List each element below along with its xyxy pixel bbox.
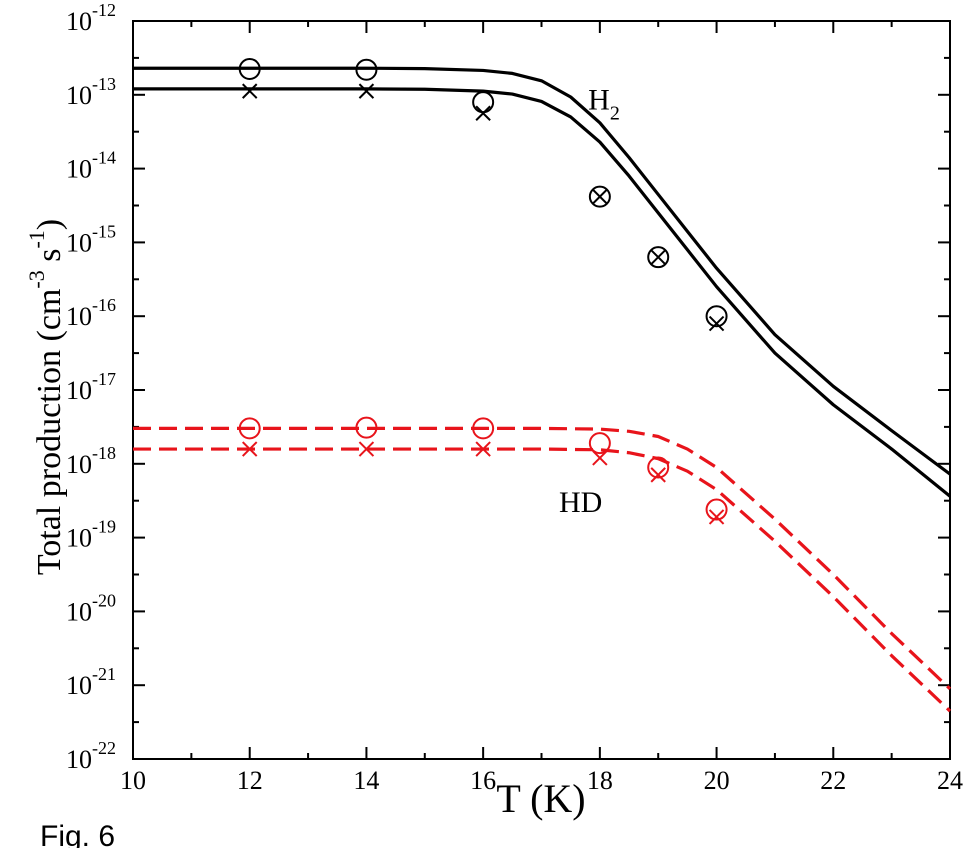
y-axis-label: Total production (cm-3 s-1) (24, 219, 68, 575)
plot-frame (132, 20, 951, 760)
circle-marker (705, 305, 728, 328)
cross-marker (592, 188, 608, 205)
y-tick-label: 10-13 (66, 74, 116, 110)
cross-marker (650, 467, 666, 483)
x-tick-label: 14 (353, 766, 379, 795)
y-axis-ticks: 10-12 10-13 10-14 10-15 10-16 10-17 10-18 10-19… (66, 0, 950, 774)
y-tick-label: 10-14 (66, 148, 116, 184)
x-axis-label: T (K) (496, 776, 585, 821)
cross-marker (650, 249, 666, 265)
y-tick-label: 10-21 (66, 664, 116, 700)
cross-marker (358, 441, 375, 457)
y-tick-label: 10-17 (66, 369, 116, 405)
cross-marker (242, 441, 258, 457)
circle-marker (238, 417, 261, 440)
y-axis-label-prefix: Total production (cm (31, 289, 68, 576)
x-tick-label: 18 (587, 766, 613, 795)
curve-line (133, 87, 952, 498)
annotations: H2 HD (559, 84, 620, 519)
circle-marker (238, 57, 261, 80)
circle-marker (647, 246, 670, 269)
y-tick-label: 10-18 (66, 443, 116, 479)
figure-label: Fig. 6 (40, 820, 115, 848)
x-tick-label: 24 (937, 766, 963, 795)
curve-annotation: H2 (588, 84, 620, 125)
cross-marker (708, 509, 725, 525)
markers (238, 57, 728, 525)
circle-marker (588, 432, 611, 455)
cross-marker (708, 315, 725, 332)
curve-line (133, 66, 951, 476)
curve-line (133, 447, 952, 713)
curve-annotation: HD (559, 486, 602, 519)
y-tick-label: 10-15 (66, 221, 116, 257)
x-tick-label: 10 (120, 766, 146, 795)
x-tick-label: 16 (470, 766, 496, 795)
cross-marker (358, 83, 375, 99)
y-tick-label: 10-19 (66, 517, 116, 553)
cross-marker (242, 83, 258, 99)
circle-marker (705, 498, 728, 521)
circle-marker (588, 185, 611, 208)
x-tick-label: 22 (820, 766, 846, 795)
cross-marker (592, 450, 608, 466)
y-tick-label: 10-20 (66, 590, 116, 626)
y-axis-label-mid: s (31, 249, 68, 271)
y-axis-label-exp1: -3 (24, 270, 49, 288)
curves (133, 66, 952, 713)
circle-marker (472, 91, 495, 114)
cross-marker (475, 441, 491, 457)
circle-marker (355, 416, 378, 439)
circle-marker (472, 417, 495, 440)
x-tick-label: 12 (237, 766, 263, 795)
y-axis-label-suffix: ) (31, 219, 68, 230)
cross-marker (475, 105, 491, 121)
curve-line (133, 426, 952, 691)
circle-marker (647, 456, 670, 479)
y-axis-label-exp2: -1 (24, 230, 49, 248)
x-tick-label: 20 (704, 766, 730, 795)
y-tick-label: 10-16 (66, 295, 116, 331)
circle-marker (355, 58, 378, 81)
y-tick-label: 10-22 (66, 738, 116, 774)
y-tick-label: 10-12 (66, 0, 116, 36)
x-axis-ticks: 10 12 14 16 18 20 22 24 (120, 21, 963, 795)
